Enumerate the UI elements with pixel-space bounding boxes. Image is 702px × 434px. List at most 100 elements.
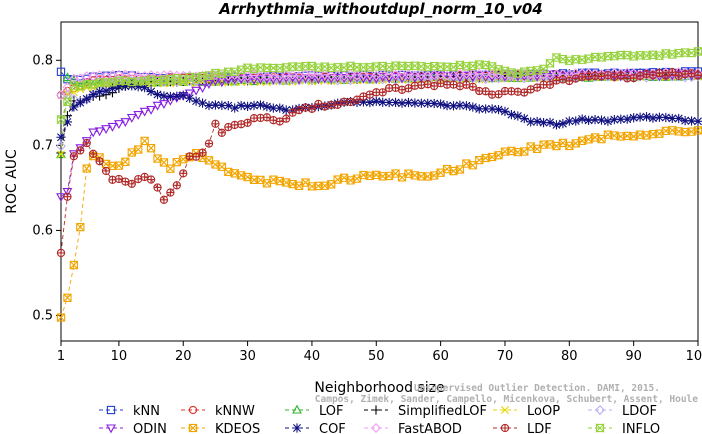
data-point	[159, 195, 169, 204]
data-point	[95, 87, 105, 97]
data-point	[152, 89, 163, 100]
data-point	[210, 77, 221, 86]
data-point	[69, 260, 79, 270]
legend-swatch-marker	[292, 423, 302, 433]
data-point	[319, 69, 330, 80]
data-point	[268, 103, 278, 113]
watermark-line-2: Campos, Zimek, Sander, Campello, Micenko…	[315, 394, 698, 405]
data-point	[89, 149, 98, 158]
data-point	[442, 72, 452, 82]
data-point	[165, 91, 175, 102]
chart-title: Arrhythmia_withoutdupl_norm_10_v04	[218, 0, 542, 18]
data-point	[76, 146, 85, 155]
data-point	[551, 120, 562, 130]
data-point	[287, 75, 298, 86]
data-point	[358, 97, 369, 107]
data-point	[127, 179, 136, 189]
data-point	[481, 104, 491, 114]
data-point	[107, 83, 118, 94]
data-point	[57, 150, 65, 159]
watermark-line-1: Unsupervised Outlier Detection. DAMI, 20…	[414, 383, 660, 394]
data-point	[416, 69, 427, 80]
data-point	[654, 112, 664, 122]
data-point	[140, 83, 150, 93]
data-point	[159, 100, 169, 110]
x-tick-label: 90	[625, 349, 642, 364]
data-point	[75, 144, 86, 154]
data-point	[551, 71, 562, 81]
y-tick-label: 0.8	[32, 53, 53, 68]
x-tick-label: 50	[368, 349, 385, 364]
data-point	[545, 80, 555, 89]
data-point	[236, 100, 246, 111]
data-point	[63, 293, 72, 302]
data-point	[56, 141, 66, 152]
legend-item-knn: kNN	[99, 404, 160, 419]
legend-swatch-marker	[188, 405, 198, 415]
data-point	[191, 86, 202, 96]
data-point	[63, 192, 72, 201]
data-point	[648, 113, 658, 123]
data-point	[62, 117, 73, 127]
data-point	[269, 116, 278, 125]
data-point	[56, 114, 66, 125]
data-point	[179, 169, 188, 178]
data-point	[371, 96, 381, 106]
data-point	[474, 73, 485, 84]
data-point	[526, 117, 536, 127]
data-point	[120, 69, 131, 80]
data-point	[172, 91, 182, 101]
data-point	[635, 112, 645, 122]
y-tick-label: 0.6	[32, 223, 53, 238]
data-point	[552, 76, 561, 85]
y-tick-label: 0.5	[32, 308, 53, 323]
data-point	[461, 68, 472, 79]
data-point	[56, 90, 66, 101]
data-point	[159, 91, 169, 101]
data-point	[622, 114, 632, 124]
data-point	[319, 74, 330, 84]
data-point	[94, 127, 105, 137]
data-point	[63, 96, 72, 107]
data-point	[133, 110, 144, 120]
data-point	[641, 112, 652, 122]
data-point	[82, 164, 91, 173]
data-point	[429, 98, 439, 109]
data-point	[448, 101, 459, 111]
x-tick-label: 100	[686, 349, 702, 364]
data-point	[301, 103, 310, 112]
data-point	[146, 144, 156, 153]
legend-label: kNNW	[215, 404, 255, 419]
data-point	[69, 102, 79, 112]
data-point	[487, 104, 497, 114]
data-point	[686, 116, 697, 126]
data-point	[693, 116, 702, 126]
data-point	[493, 104, 504, 115]
data-point	[468, 82, 477, 91]
data-point	[211, 119, 220, 128]
data-point	[584, 115, 594, 125]
legend-swatch-marker	[106, 405, 116, 415]
data-point	[146, 86, 156, 97]
data-point	[474, 104, 484, 114]
data-point	[152, 101, 163, 111]
data-point	[416, 98, 426, 108]
data-point	[596, 115, 607, 125]
data-point	[571, 116, 581, 126]
legend-swatch-marker	[106, 424, 116, 434]
data-point	[101, 125, 111, 135]
data-point	[454, 68, 465, 79]
data-point	[236, 75, 247, 85]
legend-item-lof: LOF	[285, 404, 344, 419]
data-point	[243, 118, 252, 127]
data-point	[345, 69, 356, 80]
data-point	[506, 110, 517, 120]
data-point	[56, 132, 66, 142]
legend-swatch-marker	[500, 423, 510, 433]
data-point	[113, 120, 124, 130]
data-point	[674, 113, 684, 124]
data-point	[481, 87, 490, 96]
data-point	[461, 101, 471, 111]
legend-item-loop: LoOP	[493, 404, 560, 419]
data-point	[274, 70, 285, 81]
